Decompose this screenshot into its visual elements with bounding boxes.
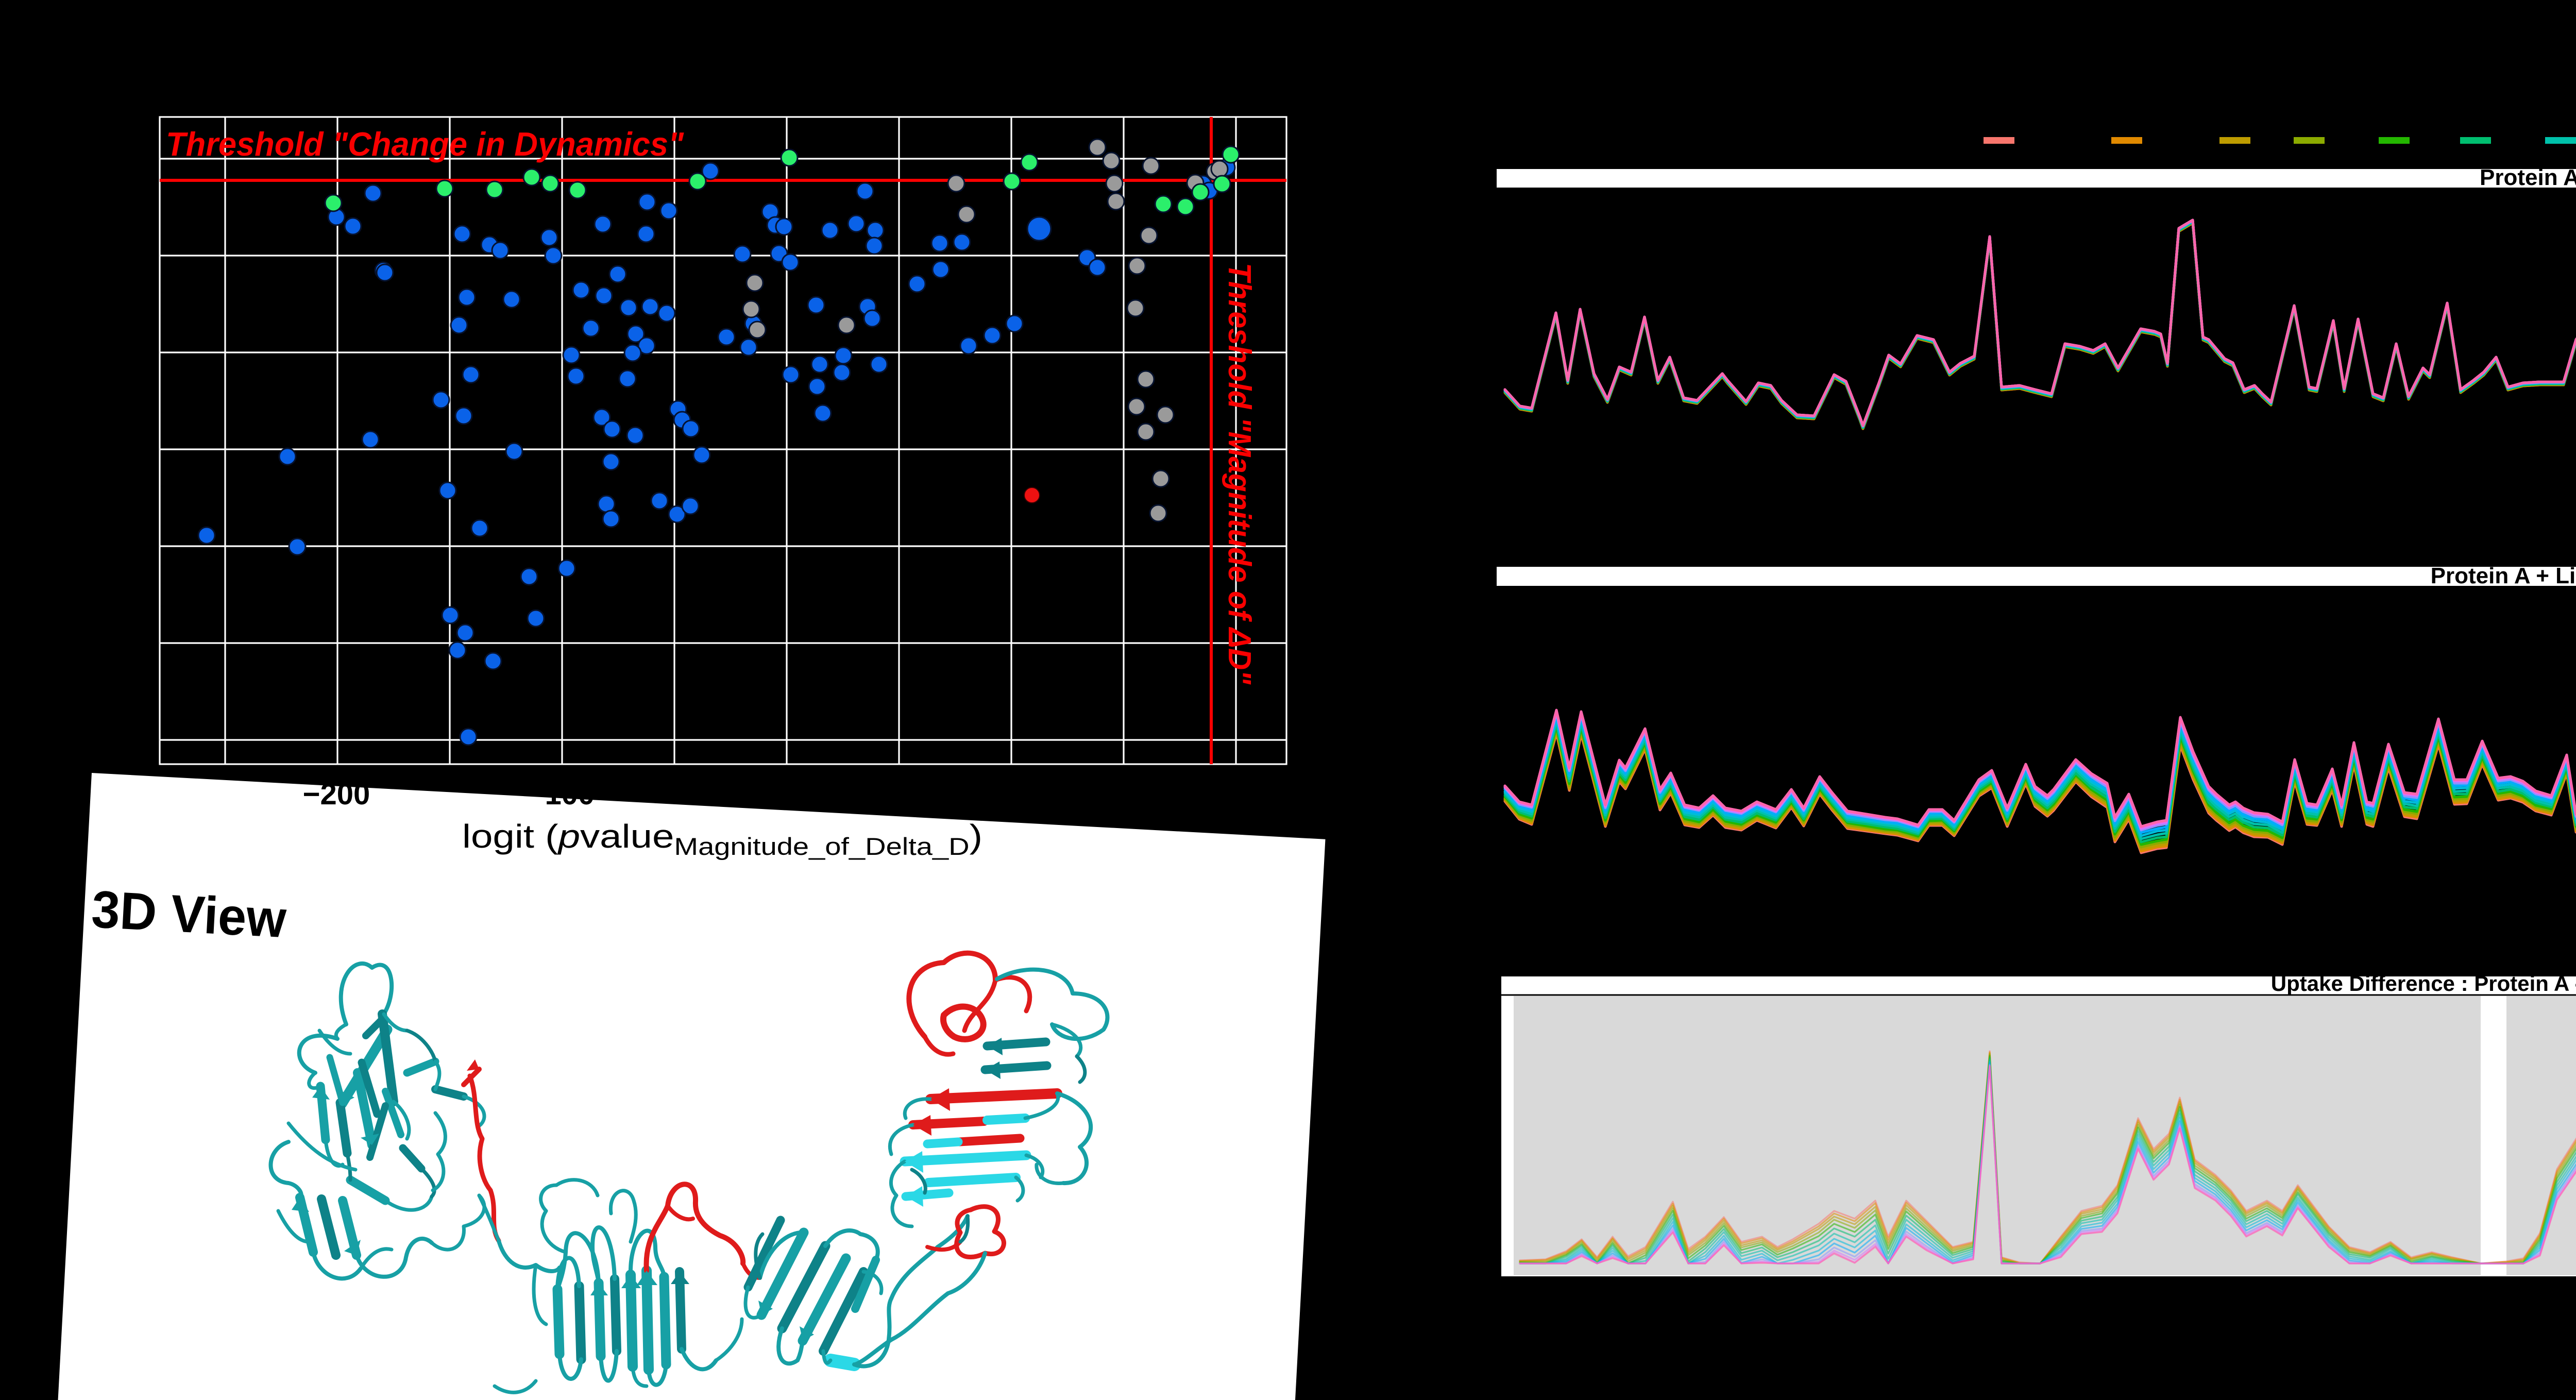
- svg-text:−100: −100: [528, 778, 595, 811]
- svg-text:Uptake Difference : Protein A: Uptake Difference : Protein A - (Protein…: [2271, 971, 2576, 996]
- svg-text:Threshold "Change in Dynamics": Threshold "Change in Dynamics": [166, 125, 684, 163]
- svg-text:100: 100: [986, 778, 1036, 811]
- svg-text:Protein A: Protein A: [2480, 165, 2576, 190]
- svg-text:Threshold "Magnitude of ΔD": Threshold "Magnitude of ΔD": [1222, 263, 1257, 685]
- svg-text:3D View: 3D View: [90, 880, 288, 949]
- svg-text:−200: −200: [303, 778, 370, 811]
- svg-text:Protein A + Ligand: Protein A + Ligand: [2431, 563, 2576, 588]
- svg-text:0: 0: [777, 778, 794, 811]
